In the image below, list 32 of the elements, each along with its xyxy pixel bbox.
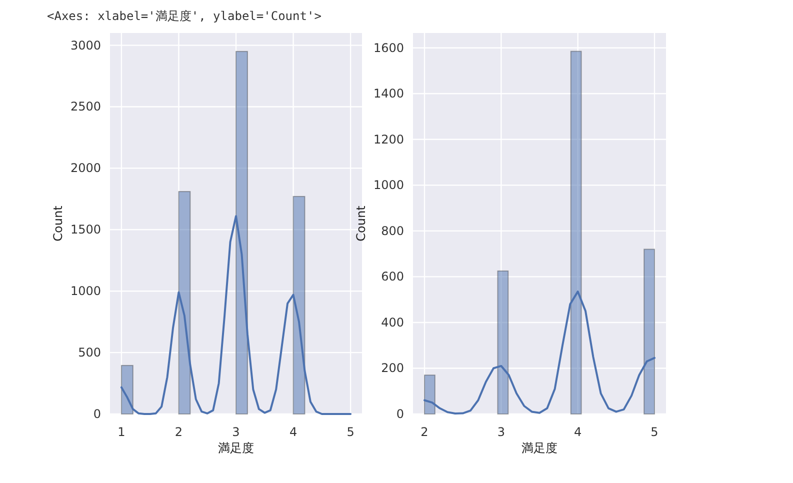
x-tick-label: 2 — [420, 425, 428, 439]
y-tick-label: 2500 — [70, 100, 101, 114]
y-tick-label: 0 — [396, 407, 404, 421]
y-tick-label: 1400 — [373, 86, 404, 101]
y-tick-label: 3000 — [70, 38, 101, 52]
x-tick-label: 4 — [289, 425, 298, 439]
y-tick-label: 1500 — [70, 222, 101, 237]
x-tick-label: 5 — [650, 425, 658, 439]
line-series — [120, 215, 352, 415]
y-tick-label: 600 — [381, 270, 404, 284]
x-axis-title: 満足度 — [218, 441, 254, 455]
y-tick-label: 0 — [93, 407, 101, 421]
line-series — [424, 290, 656, 415]
x-tick-label: 5 — [346, 425, 354, 439]
y-tick-label: 400 — [381, 315, 404, 330]
x-axis-title: 満足度 — [522, 441, 558, 455]
y-tick-label: 1000 — [70, 284, 101, 298]
y-axis-title: Count — [354, 205, 368, 242]
x-tick-label: 4 — [574, 425, 582, 439]
y-tick-label: 2000 — [70, 161, 101, 176]
y-tick-label: 1000 — [373, 178, 404, 192]
y-tick-label: 800 — [381, 224, 404, 238]
x-tick-label: 2 — [174, 425, 183, 439]
x-tick-label: 1 — [118, 425, 126, 439]
x-tick-label: 3 — [232, 425, 240, 439]
y-tick-label: 500 — [78, 346, 101, 360]
y-tick-label: 1600 — [373, 40, 404, 55]
text: <Axes: xlabel='満足度', ylabel='Count'> — [47, 9, 322, 23]
y-tick-label: 200 — [381, 361, 404, 376]
y-axis-title: Count — [51, 205, 65, 242]
x-tick-label: 3 — [497, 425, 505, 439]
y-tick-label: 1200 — [373, 132, 404, 146]
